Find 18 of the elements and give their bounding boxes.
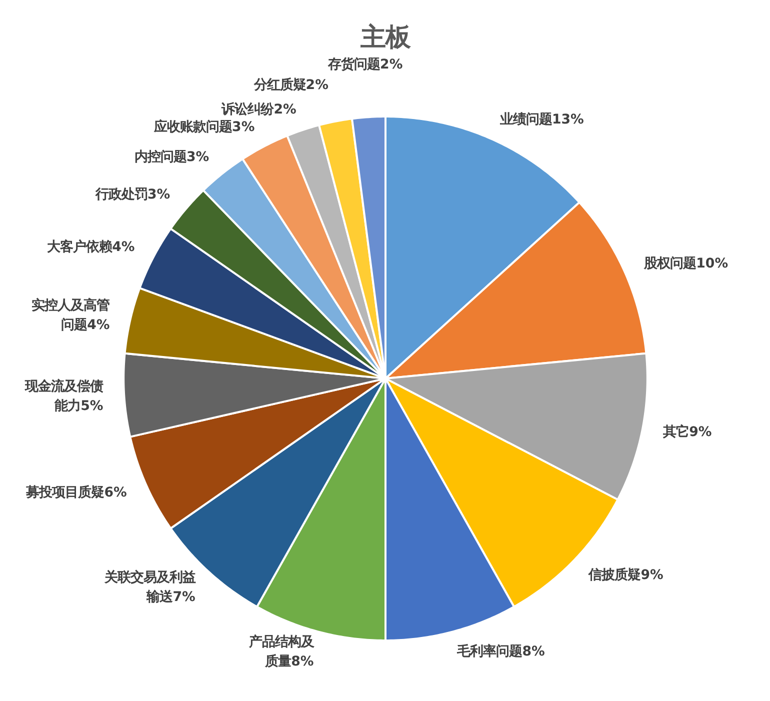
slice-label: 行政处罚3%	[94, 188, 170, 203]
slice-label: 存货问题2%	[327, 56, 403, 72]
slice-label: 募投项目质疑6%	[25, 484, 127, 501]
slice-label: 内控问题3%	[134, 148, 210, 165]
slice-label: 分红质疑2%	[252, 76, 328, 93]
slice-label: 现金流及偿债能力5%	[24, 378, 104, 414]
slice-label: 其它9%	[662, 424, 712, 440]
slice-label: 大客户依赖4%	[47, 239, 135, 256]
slice-label: 股权问题10%	[643, 255, 728, 272]
slice-label: 实控人及高管问题4%	[32, 297, 110, 333]
slice-label: 产品结构及质量8%	[248, 634, 315, 670]
slice-label: 毛利率问题8%	[456, 644, 545, 660]
slice-label: 应收账款问题3%	[153, 119, 255, 136]
slice-label: 诉讼纠纷2%	[220, 102, 296, 118]
slice-label: 信披质疑9%	[588, 566, 664, 583]
chart-title: 主板	[360, 22, 412, 52]
slice-label: 业绩问题13%	[498, 111, 584, 128]
slice-label: 关联交易及利益输送7%	[103, 570, 196, 606]
